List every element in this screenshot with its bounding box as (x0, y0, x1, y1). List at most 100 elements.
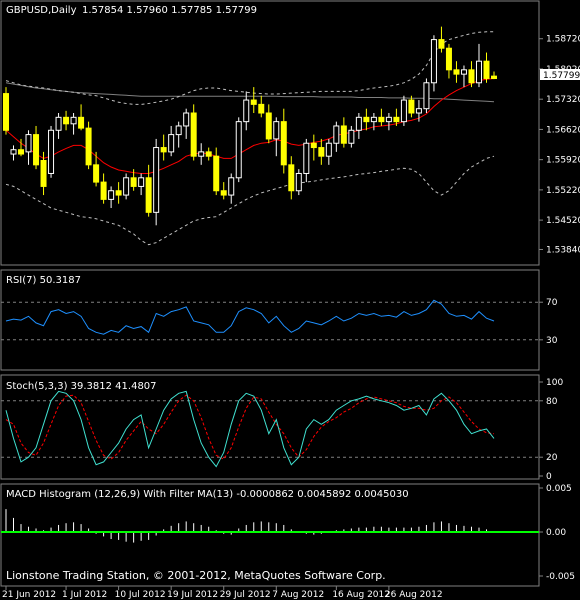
price-series-group (3, 26, 497, 246)
price-tick-label: 1.57320 (546, 95, 580, 105)
candle-bull (10, 149, 17, 155)
candle-bull (295, 172, 302, 192)
price-tick-label: 1.53840 (546, 245, 580, 255)
stoch-tick-label: 100 (546, 378, 563, 388)
candle-bull (423, 82, 430, 110)
price-tick-label: 1.56620 (546, 125, 580, 135)
candle-bear (250, 99, 257, 105)
date-tick-label: 21 Jun 2012 (2, 590, 56, 600)
rsi-title: RSI(7) 50.3187 (6, 275, 81, 286)
candle-bull (153, 147, 160, 213)
candle-bull (325, 142, 332, 157)
macd-tick-label: -0.005 (546, 572, 575, 582)
candle-bear (115, 190, 122, 196)
copyright-label: Lionstone Trading Station, © 2001-2012, … (6, 569, 386, 582)
macd-tick-label: 0.005 (546, 484, 572, 494)
candle-bull (415, 108, 422, 114)
candle-bear (100, 181, 107, 200)
macd-pane-frame (0, 483, 540, 587)
candle-bull (123, 177, 130, 196)
candle-bull (48, 129, 55, 174)
candle-bear (288, 164, 295, 192)
price-pane-frame (0, 0, 540, 266)
stoch-tick-label: 0 (546, 472, 552, 482)
candle-bear (453, 69, 460, 75)
candle-bull (235, 121, 242, 179)
price-tick-label: 1.55220 (546, 186, 580, 196)
candle-bull (175, 125, 182, 136)
candle-bear (445, 47, 452, 71)
rsi-pane-frame (0, 269, 540, 371)
candle-bear (265, 112, 272, 140)
candle-bull (243, 99, 250, 123)
candle-bull (370, 116, 377, 123)
stoch-series-group (1, 390, 539, 468)
candle-bear (93, 164, 100, 183)
date-tick-label: 16 Aug 2012 (332, 590, 390, 600)
candle-bull (228, 177, 235, 196)
macd-title: MACD Histogram (12,26,9) With Filter MA(… (6, 489, 409, 500)
date-tick-label: 19 Jul 2012 (167, 590, 218, 600)
candle-bull (108, 190, 115, 200)
stoch-signal-line (5, 394, 495, 460)
candle-bear (438, 39, 445, 49)
candle-bear (78, 116, 85, 129)
candle-bull (460, 69, 467, 75)
price-tick-label: 1.55920 (546, 156, 580, 166)
candle-bull (475, 60, 482, 84)
candle-bull (273, 121, 280, 140)
candle-bull (183, 112, 190, 127)
candle-bull (198, 151, 205, 157)
rsi-series-group (1, 299, 539, 341)
candle-bear (3, 93, 9, 131)
candle-bull (70, 116, 77, 125)
candle-bear (130, 177, 137, 187)
candle-bull (385, 116, 392, 123)
candle-bear (190, 112, 197, 157)
candle-bear (220, 190, 227, 196)
price-tick-label: 1.58720 (546, 35, 580, 45)
stoch-pane-frame (0, 374, 540, 480)
candle-bull (138, 177, 145, 187)
stoch-title: Stoch(5,3,3) 39.3812 41.4807 (6, 381, 157, 392)
candle-bear (491, 75, 497, 80)
candle-bear (468, 69, 475, 84)
candle-bear (145, 177, 152, 213)
upper-band-line (5, 31, 494, 105)
rsi-tick-label: 70 (546, 298, 558, 308)
current-price-label: 1.57799 (543, 71, 580, 81)
candle-bull (25, 134, 32, 153)
candle-bull (348, 129, 355, 144)
date-tick-label: 29 Jul 2012 (220, 590, 271, 600)
candle-bear (280, 121, 287, 166)
stoch-tick-label: 80 (546, 397, 558, 407)
candle-bear (40, 160, 47, 187)
candle-bear (63, 116, 70, 125)
candle-bull (55, 116, 62, 131)
rsi-line (5, 299, 495, 335)
candle-bear (205, 151, 212, 157)
candle-bull (168, 134, 175, 153)
candle-bear (85, 127, 92, 166)
date-tick-label: 1 Jul 2012 (62, 590, 107, 600)
date-tick-label: 7 Aug 2012 (272, 590, 324, 600)
rsi-tick-label: 30 (546, 336, 558, 346)
stoch-tick-label: 20 (546, 453, 558, 463)
candle-bear (483, 60, 490, 79)
long-ma-line (5, 82, 495, 103)
candle-bear (18, 149, 25, 155)
candle-bear (213, 155, 220, 192)
candle-bear (378, 116, 385, 123)
candle-bear (258, 103, 265, 114)
candle-bear (363, 116, 370, 123)
candle-bear (160, 147, 167, 153)
candle-bull (333, 125, 340, 144)
axis-labels-group: 1.587201.580201.573201.566201.559201.552… (2, 35, 580, 600)
symbol-label: GBPUSD,Daily (6, 5, 77, 16)
lower-band-line (5, 155, 495, 246)
macd-tick-label: 0.00 (546, 528, 566, 538)
candle-bull (430, 39, 437, 84)
candle-bull (303, 142, 310, 174)
stoch-main-line (5, 390, 495, 468)
